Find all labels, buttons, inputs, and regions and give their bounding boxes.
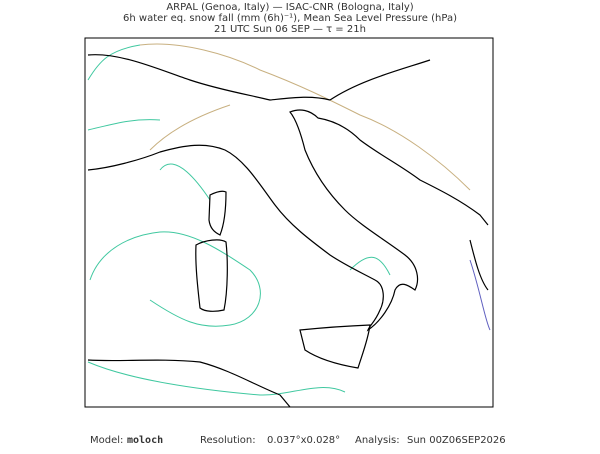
coastlines (87, 54, 489, 408)
footer-value: 0.037°x0.028° (267, 435, 340, 446)
map-frame (84, 37, 494, 408)
header-line: ARPAL (Genoa, Italy) — ISAC-CNR (Bologna… (166, 2, 413, 13)
footer-value: Sun 00Z06SEP2026 (407, 435, 506, 446)
footer: Model: moloch Resolution: 0.037°x0.028° … (90, 435, 506, 446)
footer-label: Model: (90, 435, 123, 446)
isobar (139, 43, 471, 191)
header-line: 6h water eq. snow fall (mm (6h)⁻¹), Mean… (123, 13, 457, 24)
footer-value: moloch (127, 435, 163, 446)
footer-label: Analysis: (355, 435, 400, 446)
header-line: 21 UTC Sun 06 SEP — τ = 21h (214, 24, 366, 35)
isobar (87, 44, 391, 396)
isobar (149, 104, 231, 151)
isobar (469, 259, 491, 331)
footer-label: Resolution: (200, 435, 256, 446)
isobars (87, 43, 491, 396)
